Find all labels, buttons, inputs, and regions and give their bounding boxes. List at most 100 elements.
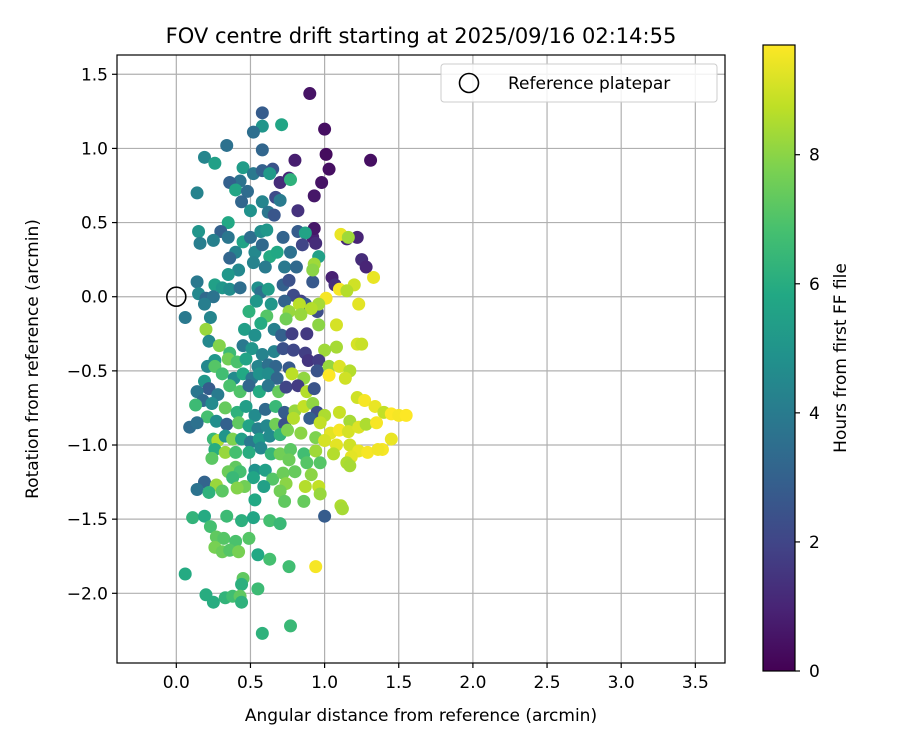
data-point [273,517,287,531]
data-point [243,204,257,218]
data-point [230,481,244,495]
data-point [212,339,226,353]
data-point [297,494,311,508]
colorbar-label: Hours from first FF file [831,263,851,453]
data-point [304,468,318,482]
x-tick-label: 2.0 [459,673,486,693]
data-point [279,312,293,326]
data-point [281,423,295,437]
data-point [264,447,278,461]
data-point [229,445,243,459]
data-point [318,509,332,523]
data-point [258,402,272,416]
data-point [238,322,252,336]
data-point [263,429,277,443]
data-point [190,275,204,289]
y-axis-ticks: −2.0 −1.5 −1.0 −0.5 0.0 0.5 1.0 1.5 [67,65,117,604]
data-point [233,281,247,295]
data-point [245,342,259,356]
data-point [255,238,269,252]
x-tick-label: 1.5 [385,673,412,693]
data-point [364,153,378,167]
data-point [335,502,349,516]
data-point [309,444,323,458]
data-point [235,577,249,591]
data-point [294,426,308,440]
data-point [178,310,192,324]
data-point [318,122,332,136]
data-point [292,297,306,311]
data-point [223,379,237,393]
data-point [273,193,287,207]
data-point [282,560,296,574]
data-point [197,509,211,523]
data-point [223,251,237,265]
data-point [242,379,256,393]
data-point [242,445,256,459]
data-point [208,156,222,170]
x-tick-label: 0.0 [163,673,190,693]
data-point [255,143,269,157]
data-point [229,183,243,197]
legend: Reference platepar [440,63,718,103]
data-point [197,297,211,311]
data-point [223,282,237,296]
data-point [260,223,274,237]
data-point [206,233,220,247]
y-tick-label: −2.0 [67,584,108,604]
colorbar-tick-label: 0 [809,662,820,682]
data-point [279,380,293,394]
y-tick-label: 1.0 [81,139,108,159]
data-point [340,284,354,298]
data-point [269,417,283,431]
data-point [209,414,223,428]
data-point [341,230,355,244]
data-point [215,484,229,498]
data-point [258,463,272,477]
colorbar-tick-label: 6 [809,275,820,295]
data-point [294,308,308,322]
colorbar-tick-label: 2 [809,533,820,553]
colorbar-tick-label: 4 [809,404,820,424]
x-tick-label: 3.0 [608,673,635,693]
data-point [263,552,277,566]
data-point [246,471,260,485]
data-point [341,425,355,439]
data-point [309,560,323,574]
data-point [298,226,312,240]
data-point [246,256,260,270]
y-tick-label: 0.5 [81,214,108,234]
data-point [310,364,324,378]
data-point [263,167,277,181]
data-point [189,398,203,412]
data-point [367,270,381,284]
data-point [282,453,296,467]
data-point [301,353,315,367]
data-point [270,371,284,385]
data-point [257,480,271,494]
data-point [186,511,200,525]
x-tick-label: 0.5 [237,673,264,693]
data-point [242,305,256,319]
data-point [193,236,207,250]
data-point [243,230,257,244]
data-point [220,509,234,523]
x-axis-label: Angular distance from reference (arcmin) [245,706,597,726]
data-point [288,465,302,479]
data-point [278,494,292,508]
data-point [288,153,302,167]
data-point [298,480,312,494]
data-point [248,408,262,422]
data-points [178,87,413,640]
data-point [261,282,275,296]
data-point [255,626,269,640]
data-point [205,396,219,410]
data-point [332,359,346,373]
data-point [267,208,281,222]
colorbar [762,44,796,672]
data-point [303,87,317,101]
data-point [278,260,292,274]
data-point [273,484,287,498]
data-point [199,322,213,336]
